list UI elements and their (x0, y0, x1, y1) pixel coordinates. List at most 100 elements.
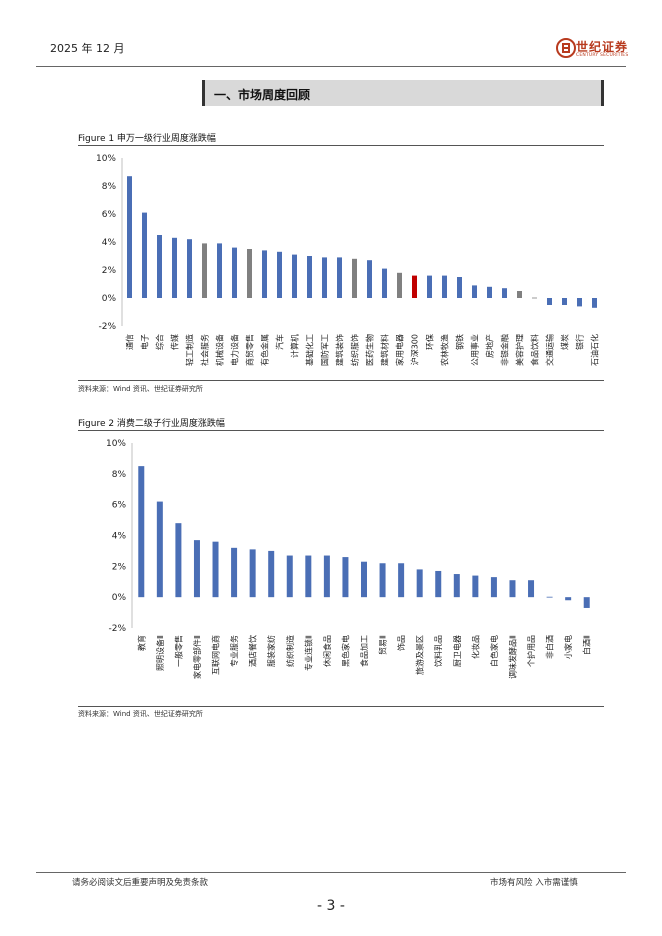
figure2-bottom-rule (78, 706, 604, 707)
chart-bar (435, 570, 442, 598)
chart-bar (367, 260, 372, 298)
chart-bar (142, 212, 147, 298)
chart-bar (305, 555, 312, 598)
chart-bar (292, 254, 297, 298)
chart-bar (382, 268, 387, 298)
y-tick-label: -2% (108, 624, 126, 634)
chart-bar (509, 580, 516, 598)
x-category-label: 国防军工 (320, 334, 330, 366)
x-category-label: 纺织制造 (285, 635, 295, 667)
logo-subtext: CENTURY SECURITIES (576, 53, 629, 58)
y-tick-label: 6% (102, 210, 117, 220)
chart-bar (247, 249, 252, 298)
chart-bar (156, 501, 163, 598)
x-category-label: 照明设备Ⅱ (155, 635, 165, 671)
x-category-label: 一般零售 (173, 635, 183, 667)
footer-divider (36, 872, 626, 873)
x-category-label: 饮料乳品 (433, 635, 443, 667)
x-category-label: 非白酒 (545, 635, 555, 659)
x-category-label: 食品加工 (359, 635, 369, 667)
x-category-label: 教育 (136, 635, 146, 651)
x-category-label: 轻工制造 (185, 334, 195, 366)
x-category-label: 旅游及景区 (415, 635, 425, 675)
figure1-bottom-rule (78, 380, 604, 381)
chart-bar (592, 298, 597, 308)
chart-bar (157, 235, 162, 298)
x-category-label: 厨卫电器 (452, 635, 462, 667)
figure1-top-rule (78, 145, 604, 146)
chart-bar (138, 466, 145, 598)
chart-bar (361, 561, 367, 598)
x-category-label: 银行 (575, 334, 585, 350)
chart-bar (472, 575, 479, 598)
chart-bar (565, 597, 572, 601)
y-tick-label: -2% (98, 322, 116, 332)
y-tick-label: 10% (106, 439, 126, 449)
chart-bar (528, 580, 535, 598)
chart-bar (202, 243, 207, 298)
chart-bar (457, 277, 462, 298)
chart-bar (187, 239, 192, 298)
x-category-label: 饰品 (396, 635, 406, 651)
x-category-label: 医药生物 (365, 334, 375, 366)
x-category-label: 钢铁 (455, 334, 465, 350)
x-category-label: 调味发酵品Ⅱ (507, 635, 517, 679)
chart-bar (562, 298, 567, 305)
header-divider (36, 66, 626, 67)
chart-bar (379, 563, 386, 598)
section-title: 一、市场周度回顾 (214, 88, 311, 102)
y-tick-label: 8% (102, 182, 117, 192)
x-category-label: 计算机 (290, 334, 300, 358)
chart-bar (268, 550, 275, 598)
chart-bar (398, 563, 405, 598)
figure1-source: 资料来源：Wind 资讯、世纪证券研究所 (78, 385, 203, 393)
figure1-bar-chart: -2% 0% 2% 4% 6% 8% 10% 通信 电子 综合 传媒 轻工制造 社会服务 机械设备 电力设备… (96, 154, 600, 366)
chart-bar (342, 557, 349, 598)
y-tick-label: 10% (96, 154, 116, 164)
chart-bar (416, 569, 423, 598)
x-category-label: 建筑材料 (380, 334, 390, 366)
chart-bar (232, 247, 237, 298)
section-heading-box (202, 80, 604, 106)
x-category-label: 白酒Ⅱ (582, 635, 592, 655)
chart-bar (490, 577, 497, 598)
x-category-label: 传媒 (170, 334, 180, 350)
x-category-label: 机械设备 (215, 334, 225, 366)
footer-risk-note: 市场有风险 入市需谨慎 (490, 878, 578, 888)
x-category-label: 休闲食品 (322, 635, 332, 667)
x-category-label: 建筑装饰 (335, 334, 345, 366)
x-category-label: 贸易Ⅱ (378, 635, 388, 655)
chart-bar (249, 549, 256, 598)
x-category-label: 家电零部件Ⅱ (192, 635, 202, 679)
chart-bar (547, 298, 552, 305)
x-category-label: 黑色家电 (340, 635, 350, 667)
chart-bar (172, 237, 177, 298)
x-category-label: 白色家电 (489, 635, 499, 667)
y-tick-label: 6% (112, 501, 127, 511)
x-category-label: 商贸零售 (245, 334, 255, 366)
x-category-label: 综合 (155, 334, 165, 350)
chart-bar (323, 555, 330, 598)
x-category-label: 有色金属 (260, 334, 270, 366)
figure2-top-rule (78, 430, 604, 431)
logo-text: 世纪证券 (576, 40, 629, 54)
footer-disclaimer: 请务必阅读文后重要声明及免责条款 (72, 878, 209, 888)
x-category-label: 纺织服饰 (350, 334, 360, 366)
x-category-label: 电力设备 (230, 334, 240, 366)
chart-bar (453, 574, 460, 598)
chart-bar (193, 540, 200, 598)
chart-bar (337, 257, 342, 298)
x-category-label: 酒店餐饮 (248, 635, 258, 667)
x-category-label: 汽车 (275, 334, 285, 350)
x-category-label: 美容护理 (515, 334, 525, 366)
chart-bar (442, 275, 447, 298)
figure2-bar-chart: -2%0%2%4%6%8%10%教育 照明设备Ⅱ 一般零售 家电零部件Ⅱ 互联网电商 专业… (106, 439, 592, 679)
x-category-label: 石油石化 (590, 334, 600, 366)
page-number: - 3 - (317, 898, 345, 914)
x-category-label: 食品饮料 (530, 334, 540, 366)
chart-bar (217, 243, 222, 298)
figure1-title: Figure 1 申万一级行业周度涨跌幅 (78, 134, 216, 144)
x-category-label: 服装家纺 (266, 635, 276, 667)
chart-bar (286, 555, 293, 598)
chart-bar (127, 176, 132, 298)
